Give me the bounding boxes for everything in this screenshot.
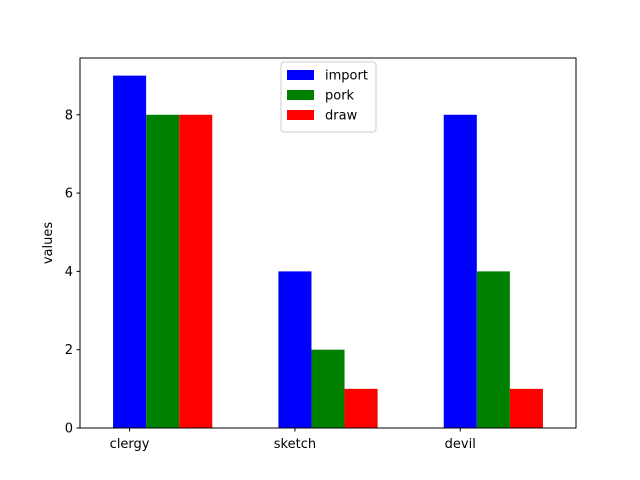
- y-tick-label: 4: [65, 265, 73, 280]
- x-axis: clergy sketch devil: [110, 428, 476, 452]
- y-axis-label: values: [41, 222, 56, 265]
- y-tick-label: 0: [65, 422, 73, 437]
- legend-label-draw: draw: [325, 109, 358, 124]
- bar-pork-sketch: [311, 349, 345, 428]
- bar-pork-clergy: [146, 114, 180, 428]
- legend-label-pork: pork: [325, 89, 355, 104]
- x-tick-label-sketch: sketch: [274, 437, 316, 452]
- bar-draw-clergy: [179, 114, 213, 428]
- plot-frame: [79, 57, 577, 429]
- y-tick-label: 2: [65, 343, 73, 358]
- legend-label-import: import: [325, 69, 368, 84]
- y-tick-label: 6: [65, 187, 73, 202]
- legend-swatch-draw: [287, 110, 314, 120]
- legend-swatch-import: [287, 70, 314, 80]
- y-tick-label: 8: [65, 108, 73, 123]
- bar-draw-devil: [509, 388, 543, 428]
- bar-pork-devil: [476, 271, 510, 428]
- bars-layer: [113, 75, 543, 428]
- bar-import-clergy: [113, 75, 147, 428]
- bar-import-sketch: [278, 271, 312, 428]
- bar-draw-sketch: [344, 388, 378, 428]
- legend-swatch-pork: [287, 90, 314, 100]
- legend: import pork draw: [280, 61, 377, 133]
- x-tick-label-devil: devil: [445, 437, 476, 452]
- x-tick-label-clergy: clergy: [110, 437, 150, 452]
- bar-import-devil: [443, 114, 477, 428]
- y-axis: 0 2 4 6 8: [65, 108, 80, 437]
